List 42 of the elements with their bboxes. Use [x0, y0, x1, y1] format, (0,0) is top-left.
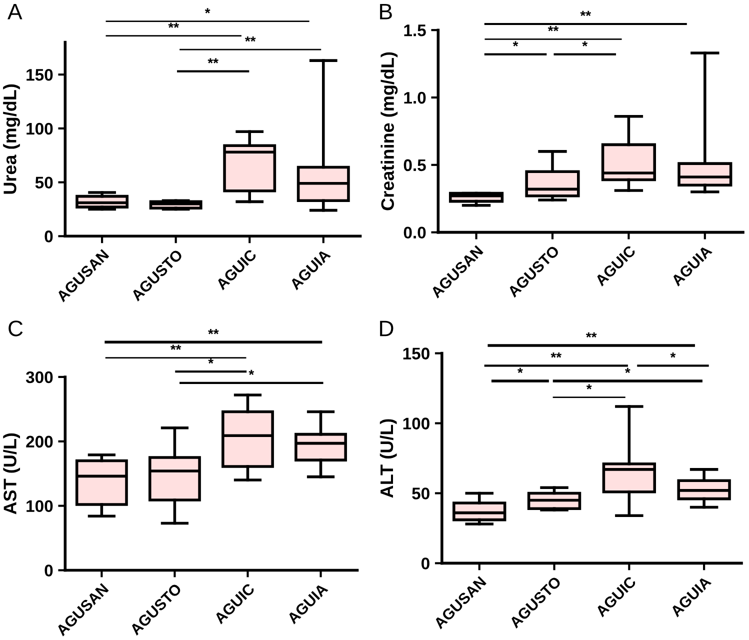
text: **	[580, 10, 592, 16]
annotation: **	[208, 58, 218, 64]
annotation: *	[512, 41, 518, 46]
y-axis-title: Creatinine (mg/dL)	[380, 52, 398, 210]
annotation: **	[548, 26, 559, 32]
chart-title: C	[8, 320, 23, 336]
annotation: **	[550, 352, 562, 358]
text: **	[208, 329, 219, 334]
y-tick-label: 0	[44, 564, 53, 576]
y-tick-label: 50	[35, 176, 53, 188]
text: **	[170, 344, 182, 350]
y-tick-label: 1.5	[404, 24, 426, 36]
y-tick-label: 50	[412, 488, 430, 500]
y-tick-label: 100	[403, 418, 430, 430]
annotation: *	[582, 41, 588, 46]
chart-title: A	[8, 4, 22, 20]
y-tick-label: 150	[26, 68, 53, 81]
text: *	[208, 358, 214, 364]
chart-title: D	[380, 320, 394, 336]
chart-title: B	[380, 4, 392, 20]
y-tick-label: 100	[26, 122, 53, 135]
y-tick-label: 1.0	[404, 92, 426, 104]
y-tick-label: 300	[26, 371, 53, 384]
y-axis-title: ALT (U/L)	[380, 419, 397, 498]
y-tick-label: 100	[26, 500, 53, 512]
y-tick-label: 200	[26, 436, 53, 448]
annotation: *	[670, 352, 676, 358]
y-tick-label: 0	[421, 558, 430, 570]
y-tick-label: 0.5	[404, 159, 426, 172]
annotation: *	[625, 368, 630, 374]
text: **	[244, 36, 256, 42]
annotation: *	[586, 384, 592, 390]
text: **	[586, 332, 597, 338]
text: *	[248, 370, 254, 375]
y-axis-title: Urea (mg/dL)	[3, 84, 20, 194]
text: *	[204, 8, 210, 14]
y-tick-label: 0.0	[404, 226, 426, 239]
text: **	[168, 22, 180, 28]
annotation: *	[518, 368, 523, 374]
y-axis-title: AST (U/L)	[3, 433, 20, 514]
y-tick-label: 0	[44, 230, 53, 242]
y-tick-label: 150	[403, 348, 430, 360]
